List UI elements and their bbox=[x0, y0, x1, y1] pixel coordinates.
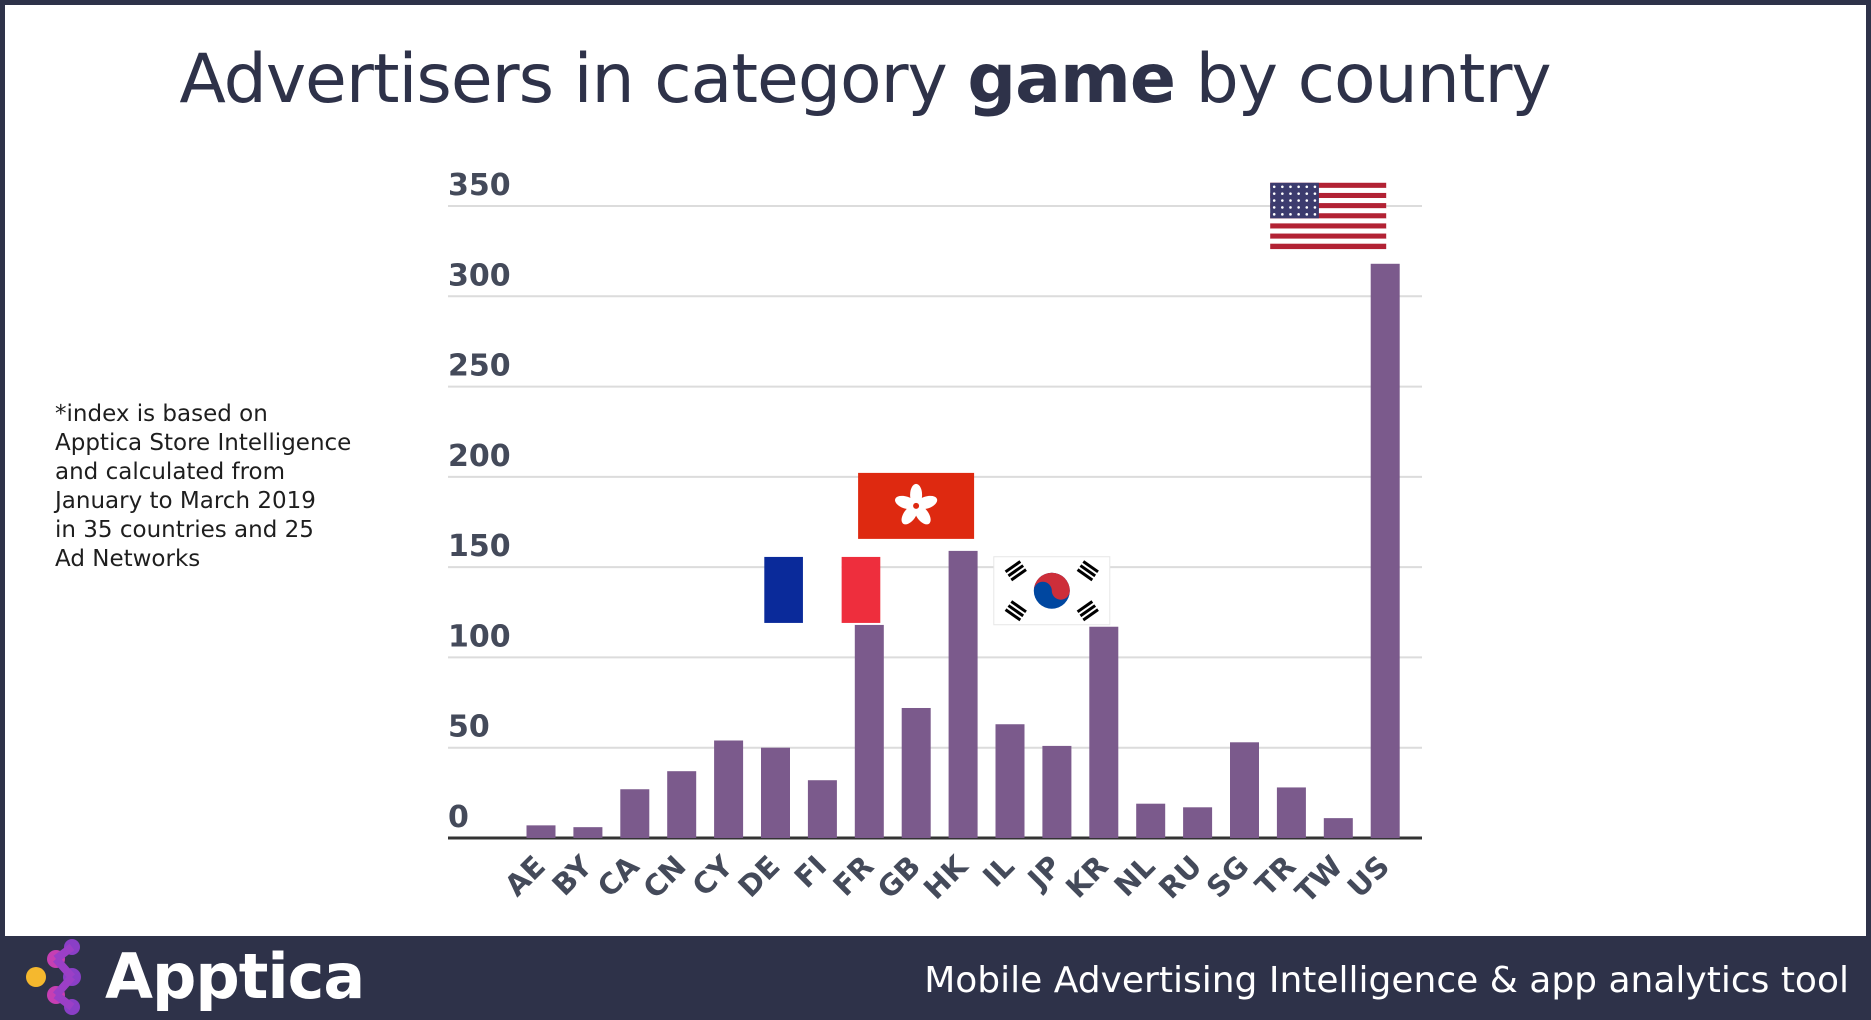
x-tick-label: RU bbox=[1152, 849, 1208, 905]
x-tick-label: NL bbox=[1107, 849, 1161, 903]
footer-bar bbox=[0, 936, 1871, 1020]
bar-tr bbox=[1276, 787, 1306, 838]
usa-flag-icon bbox=[1270, 182, 1387, 250]
x-tick-label: AE bbox=[498, 849, 552, 903]
title-prefix: Advertisers in category bbox=[179, 40, 968, 119]
y-tick-label: 100 bbox=[448, 619, 511, 654]
chart-title: Advertisers in category game by country bbox=[0, 40, 1730, 119]
hong-kong-flag-icon bbox=[858, 472, 975, 539]
methodology-note: *index is based on Apptica Store Intelli… bbox=[55, 401, 352, 572]
x-tick-label: CN bbox=[636, 849, 692, 905]
bar-jp bbox=[1042, 745, 1072, 838]
x-tick-label: TR bbox=[1249, 849, 1303, 903]
bar-de bbox=[761, 747, 790, 838]
bar-by bbox=[573, 827, 603, 838]
x-tick-label: BY bbox=[545, 848, 599, 902]
y-tick-label: 300 bbox=[448, 258, 511, 293]
bar-ca bbox=[620, 789, 650, 838]
x-tick-label: TW bbox=[1289, 849, 1350, 910]
title-suffix: by country bbox=[1174, 40, 1552, 119]
bar-us bbox=[1370, 263, 1400, 839]
france-flag-icon bbox=[764, 556, 881, 623]
bar-cy bbox=[714, 740, 744, 838]
x-tick-label: CY bbox=[686, 848, 741, 903]
x-tick-label: GB bbox=[871, 849, 928, 906]
y-tick-label: 250 bbox=[448, 349, 511, 384]
x-tick-label: US bbox=[1341, 849, 1396, 904]
bar-nl bbox=[1136, 803, 1166, 838]
x-tick-label: IL bbox=[976, 849, 1021, 894]
x-tick-label: HK bbox=[917, 848, 975, 906]
y-tick-label: 200 bbox=[448, 439, 511, 474]
title-category: game bbox=[967, 40, 1176, 119]
y-tick-label: 50 bbox=[448, 710, 490, 745]
x-tick-label: FI bbox=[788, 849, 834, 895]
footer-tagline: Mobile Advertising Intelligence & app an… bbox=[924, 960, 1849, 1001]
bar-cn bbox=[667, 771, 697, 838]
bar-ae bbox=[526, 825, 556, 838]
brand-name: Apptica bbox=[105, 940, 365, 1013]
bar-kr bbox=[1089, 626, 1119, 838]
y-tick-label: 0 bbox=[448, 800, 469, 835]
bar-il bbox=[995, 724, 1025, 838]
bar-fr bbox=[854, 624, 884, 838]
bar-gb bbox=[901, 707, 931, 838]
bar-hk bbox=[948, 550, 978, 838]
x-tick-label: FR bbox=[826, 849, 880, 903]
bar-sg bbox=[1230, 742, 1259, 838]
x-tick-label: DE bbox=[731, 849, 786, 904]
bar-fi bbox=[807, 780, 837, 838]
south-korea-flag-icon bbox=[993, 556, 1111, 626]
y-tick-label: 150 bbox=[448, 529, 511, 564]
bar-tw bbox=[1323, 818, 1353, 838]
x-tick-label: CA bbox=[591, 849, 646, 904]
y-tick-label: 350 bbox=[448, 168, 511, 203]
chart-canvas bbox=[5, 5, 1866, 936]
bar-ru bbox=[1183, 807, 1213, 838]
apptica-logo-icon bbox=[26, 939, 81, 1015]
x-tick-label: KR bbox=[1059, 849, 1115, 905]
x-tick-label: SG bbox=[1200, 849, 1256, 905]
x-tick-label: JP bbox=[1020, 849, 1068, 897]
